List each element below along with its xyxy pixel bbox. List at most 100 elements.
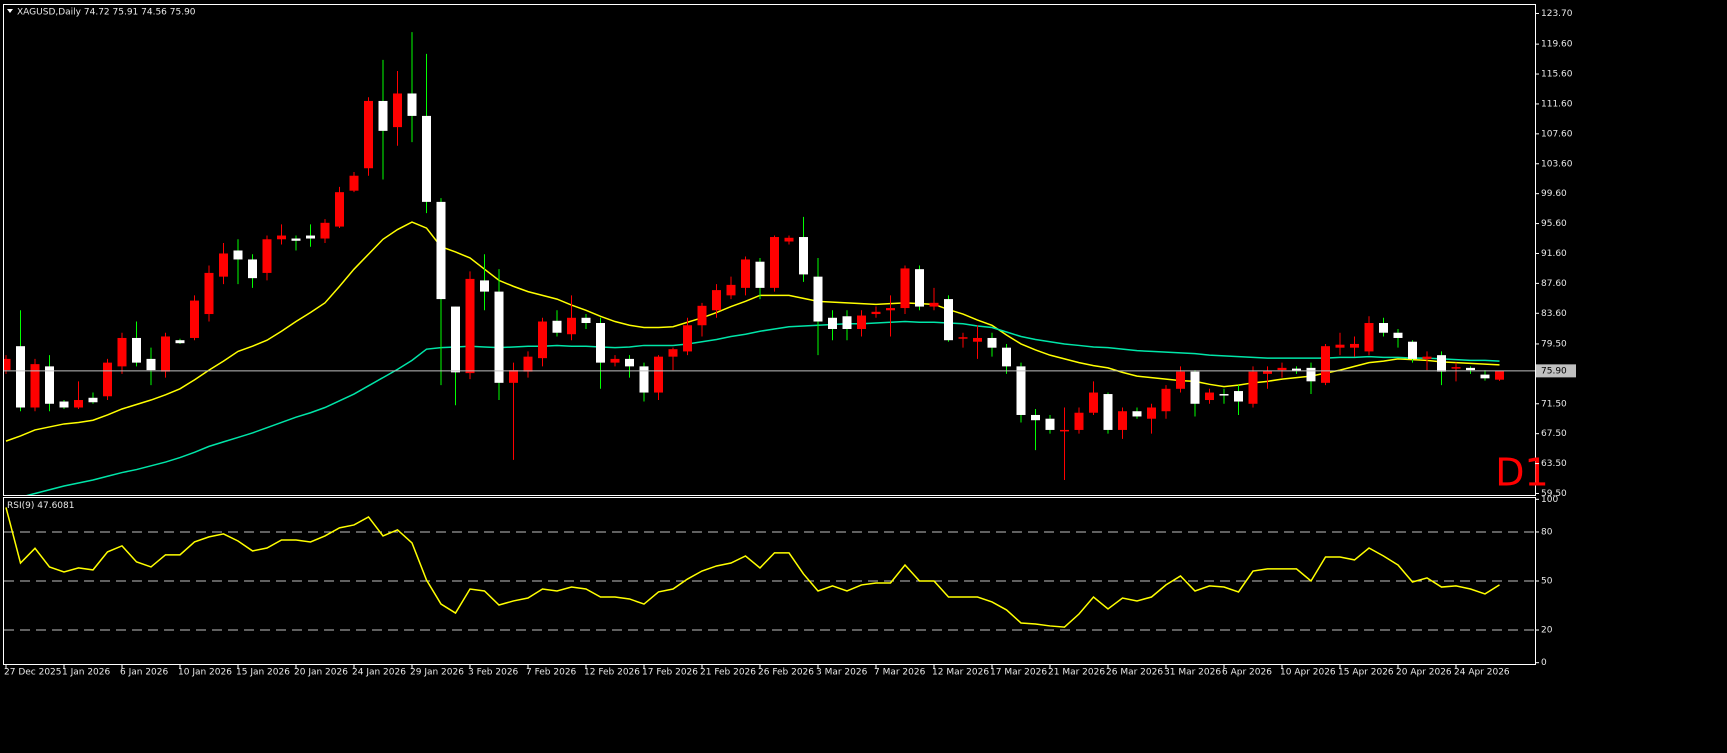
candle-body bbox=[1393, 332, 1403, 338]
candle-body bbox=[1118, 411, 1127, 430]
x-tick-label: 21 Feb 2026 bbox=[700, 668, 756, 678]
candle-body bbox=[683, 325, 692, 352]
x-tick-label: 6 Apr 2026 bbox=[1222, 668, 1272, 678]
y-tick-label: 87.60 bbox=[1541, 279, 1567, 289]
rsi-title: RSI(9) bbox=[7, 501, 34, 511]
candle-body bbox=[219, 253, 228, 277]
rsi-plot bbox=[4, 507, 1535, 631]
candle-body bbox=[1321, 346, 1330, 383]
candle-body bbox=[480, 280, 489, 292]
candle-body bbox=[1466, 367, 1475, 371]
candle-body bbox=[45, 366, 54, 404]
candle-body bbox=[1002, 347, 1011, 367]
y-tick-label: 123.70 bbox=[1541, 9, 1573, 19]
x-tick-label: 20 Apr 2026 bbox=[1396, 668, 1452, 678]
x-tick-label: 26 Mar 2026 bbox=[1106, 668, 1163, 678]
candle-body bbox=[581, 317, 591, 324]
x-tick-label: 1 Jan 2026 bbox=[62, 668, 110, 678]
price-panel bbox=[3, 4, 1536, 496]
candle-body bbox=[929, 302, 939, 307]
candle-body bbox=[378, 100, 388, 131]
candle-body bbox=[987, 337, 997, 348]
rsi-current: 47.6081 bbox=[37, 501, 74, 511]
candle-body bbox=[523, 356, 533, 372]
candle-body bbox=[190, 300, 199, 338]
candle-body bbox=[596, 323, 605, 363]
y-tick-label: 20 bbox=[1541, 626, 1553, 636]
candle-body bbox=[1437, 355, 1446, 372]
candle-body bbox=[277, 235, 286, 240]
candle-body bbox=[1335, 344, 1345, 348]
y-tick-label: 71.50 bbox=[1541, 399, 1567, 409]
y-tick-label: 95.60 bbox=[1541, 219, 1567, 229]
candle-body bbox=[262, 239, 272, 273]
candle-body bbox=[306, 235, 315, 239]
x-tick-label: 26 Feb 2026 bbox=[758, 668, 814, 678]
candle-body bbox=[74, 400, 83, 408]
candle-body bbox=[1248, 371, 1258, 404]
moving-average-line bbox=[5, 221, 1500, 442]
x-tick-label: 31 Mar 2026 bbox=[1164, 668, 1221, 678]
candle-body bbox=[204, 272, 214, 315]
candle-body bbox=[30, 364, 40, 408]
candle-body bbox=[4, 358, 11, 371]
chart-header: XAGUSD,Daily 74.72 75.91 74.56 75.90 bbox=[17, 7, 196, 17]
y-tick-label: 67.50 bbox=[1541, 429, 1567, 439]
candle-body bbox=[755, 261, 765, 288]
y-tick-label: 111.60 bbox=[1541, 99, 1573, 109]
candle-body bbox=[335, 192, 344, 227]
candle-body bbox=[436, 201, 446, 300]
candle-body bbox=[813, 276, 823, 322]
y-tick-label: 115.60 bbox=[1541, 70, 1573, 80]
candle-body bbox=[1045, 418, 1055, 430]
candle-body bbox=[1292, 368, 1301, 371]
candle-body bbox=[1451, 367, 1461, 369]
candle-body bbox=[625, 358, 634, 367]
candle-body bbox=[886, 308, 895, 311]
x-tick-label: 20 Jan 2026 bbox=[294, 668, 348, 678]
candle-body bbox=[291, 238, 301, 241]
rsi-line bbox=[5, 507, 1500, 628]
candle-body bbox=[320, 222, 330, 239]
x-tick-label: 21 Mar 2026 bbox=[1048, 668, 1105, 678]
candle-body bbox=[958, 337, 968, 339]
candle-body bbox=[900, 268, 910, 309]
x-tick-label: 3 Feb 2026 bbox=[468, 668, 519, 678]
candle-body bbox=[1422, 356, 1432, 359]
candle-body bbox=[59, 401, 69, 408]
candle-body bbox=[799, 237, 808, 275]
candle-body bbox=[697, 305, 707, 326]
candle-body bbox=[1480, 374, 1490, 379]
candle-body bbox=[552, 320, 562, 333]
price-label: 75.90 bbox=[1541, 366, 1567, 376]
y-tick-label: 107.60 bbox=[1541, 129, 1573, 139]
candle-body bbox=[349, 175, 359, 191]
candle-body bbox=[494, 291, 504, 383]
y-tick-label: 79.50 bbox=[1541, 339, 1567, 349]
axes: 123.70 119.60 115.60 111.60 107.60 103.60 99.6… bbox=[4, 9, 1576, 678]
candle-body bbox=[1161, 388, 1171, 412]
candle-body bbox=[567, 317, 576, 335]
candle-body bbox=[16, 346, 25, 408]
candle-body bbox=[1219, 394, 1229, 396]
candle-body bbox=[1089, 392, 1098, 413]
x-tick-label: 17 Mar 2026 bbox=[990, 668, 1047, 678]
y-tick-label: 100 bbox=[1541, 495, 1558, 505]
candle-body bbox=[1364, 323, 1374, 352]
candle-body bbox=[726, 284, 736, 296]
x-tick-label: 15 Apr 2026 bbox=[1338, 668, 1394, 678]
y-tick-label: 103.60 bbox=[1541, 159, 1573, 169]
x-tick-label: 17 Feb 2026 bbox=[642, 668, 698, 678]
candle-body bbox=[1074, 412, 1084, 430]
y-tick-label: 91.60 bbox=[1541, 249, 1567, 259]
candle-body bbox=[407, 93, 417, 116]
candle-body bbox=[1277, 367, 1287, 371]
candle-body bbox=[1379, 323, 1388, 333]
candle-body bbox=[161, 336, 170, 372]
candle-body bbox=[1263, 370, 1272, 374]
candle-body bbox=[915, 269, 924, 307]
candle-body bbox=[857, 315, 866, 329]
candle-body bbox=[871, 311, 881, 315]
candle-body bbox=[1234, 391, 1243, 402]
candle-body bbox=[973, 337, 982, 342]
